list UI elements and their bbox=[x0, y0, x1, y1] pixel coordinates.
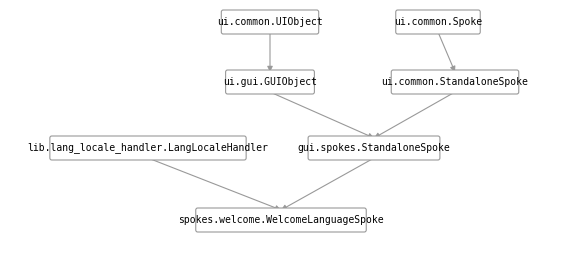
FancyBboxPatch shape bbox=[226, 70, 314, 94]
Text: ui.common.Spoke: ui.common.Spoke bbox=[394, 17, 482, 27]
FancyBboxPatch shape bbox=[50, 136, 246, 160]
Text: spokes.welcome.WelcomeLanguageSpoke: spokes.welcome.WelcomeLanguageSpoke bbox=[178, 215, 384, 225]
Text: ui.common.StandaloneSpoke: ui.common.StandaloneSpoke bbox=[382, 77, 529, 87]
FancyBboxPatch shape bbox=[396, 10, 480, 34]
Text: gui.spokes.StandaloneSpoke: gui.spokes.StandaloneSpoke bbox=[298, 143, 450, 153]
FancyBboxPatch shape bbox=[196, 208, 367, 232]
Text: ui.gui.GUIObject: ui.gui.GUIObject bbox=[223, 77, 317, 87]
Text: lib.lang_locale_handler.LangLocaleHandler: lib.lang_locale_handler.LangLocaleHandle… bbox=[28, 143, 269, 154]
FancyBboxPatch shape bbox=[308, 136, 440, 160]
FancyBboxPatch shape bbox=[391, 70, 519, 94]
FancyBboxPatch shape bbox=[221, 10, 319, 34]
Text: ui.common.UIObject: ui.common.UIObject bbox=[217, 17, 323, 27]
